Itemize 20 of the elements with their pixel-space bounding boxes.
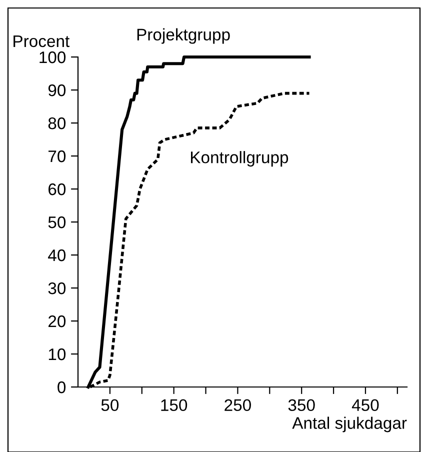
y-tick-label: 0 <box>58 381 66 394</box>
y-tick-label: 60 <box>48 183 66 196</box>
x-tick-label: 450 <box>352 399 379 412</box>
y-tick-label: 10 <box>48 348 66 360</box>
series-label: Projektgrupp <box>137 28 230 44</box>
x-tick-label: 250 <box>224 399 251 412</box>
y-tick-label: 20 <box>48 315 66 328</box>
y-tick-label: 80 <box>48 117 66 130</box>
x-axis-title: Antal sjukdagar <box>292 416 407 432</box>
x-tick-label: 150 <box>161 399 188 412</box>
x-tick-label: 50 <box>101 399 119 412</box>
y-tick-label: 50 <box>48 216 66 228</box>
series-label: Kontrollgrupp <box>191 151 288 167</box>
x-tick-label: 350 <box>288 399 315 412</box>
y-tick-label: 70 <box>48 150 66 162</box>
y-tick-label: 30 <box>48 282 66 294</box>
y-tick-label: 100 <box>40 51 66 64</box>
y-axis-title: Procent <box>14 35 70 48</box>
y-tick-label: 40 <box>48 249 66 262</box>
y-tick-label: 90 <box>48 84 66 96</box>
